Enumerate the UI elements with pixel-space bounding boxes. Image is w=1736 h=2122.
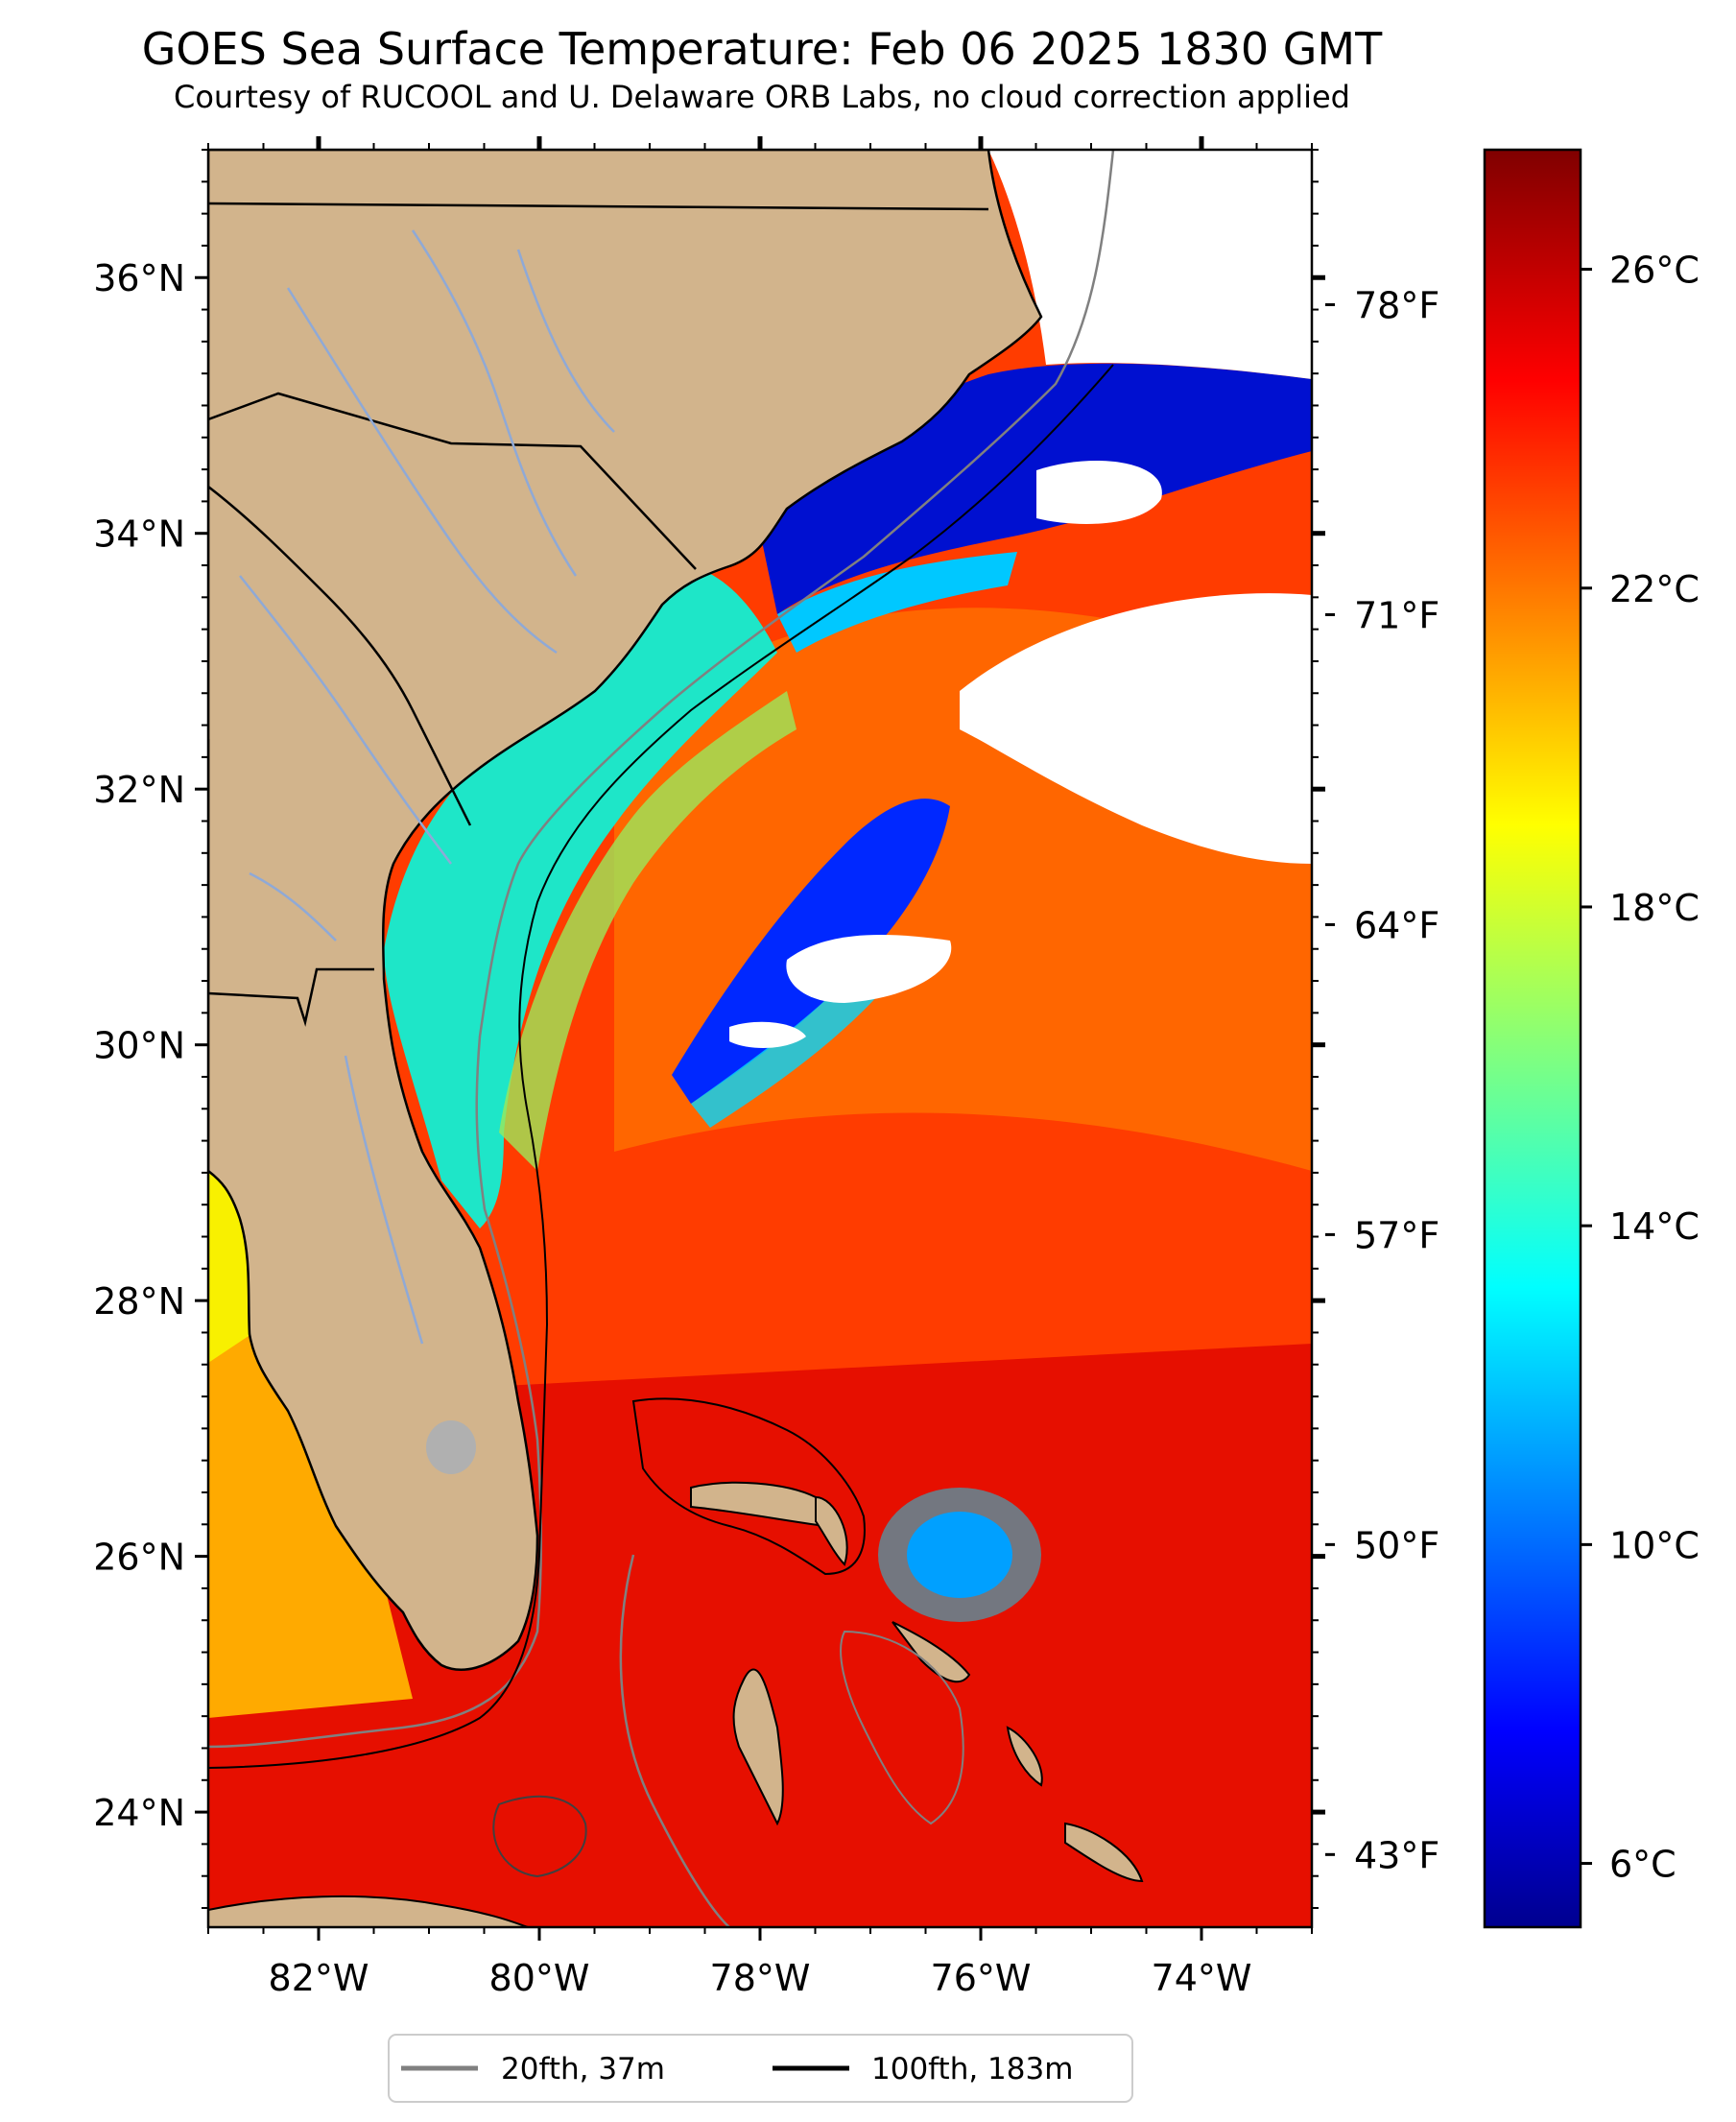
celsius-tick-label: 6°C (1609, 1844, 1677, 1886)
lat-tick-label: 24°N (93, 1792, 185, 1834)
lon-tick-label: 82°W (269, 1957, 369, 1999)
land-cuba (208, 1895, 529, 1927)
lon-tick-label: 74°W (1152, 1957, 1252, 1999)
state-border-va-nc (208, 202, 989, 211)
map-panel (208, 150, 1312, 1927)
rivers (239, 229, 615, 1345)
lon-tick-label: 80°W (489, 1957, 590, 1999)
legend-box (388, 2034, 1133, 2103)
state-border-sc-ga (208, 486, 472, 826)
celsius-tick-label: 22°C (1609, 568, 1700, 610)
lat-tick-label: 30°N (93, 1025, 185, 1067)
lon-tick-label: 78°W (710, 1957, 811, 1999)
isobath-cay-sal (492, 1795, 587, 1878)
lat-tick-label: 32°N (93, 769, 185, 811)
lake-okeechobee (426, 1420, 476, 1474)
isobath-100fth (208, 364, 1114, 1769)
fahrenheit-tick-label: 71°F (1354, 594, 1439, 636)
colorbar-axis: 6°C 10°C 14°C 18°C 22°C 26°C (1581, 250, 1700, 1886)
isobath-bahamas-south (619, 1554, 730, 1927)
fahrenheit-tick-label: 57°F (1354, 1214, 1439, 1256)
bahamas-cool-ring (878, 1488, 1041, 1622)
state-border-nc-sc (208, 392, 697, 570)
lat-tick-label: 34°N (93, 513, 185, 556)
chart-title: GOES Sea Surface Temperature: Feb 06 202… (142, 23, 1383, 75)
legend: 20fth, 37m 100fth, 183m (388, 2034, 1133, 2103)
celsius-tick-label: 10°C (1609, 1524, 1700, 1566)
cold-water-north-cyan (777, 552, 1017, 653)
lon-tick-label: 76°W (931, 1957, 1032, 1999)
celsius-tick-label: 26°C (1609, 250, 1700, 292)
cloud-east (960, 593, 1312, 864)
isobath-bahamas-north (631, 1397, 866, 1576)
longitude-axis: 82°W 80°W 78°W 76°W 74°W (207, 136, 1313, 1999)
lat-tick-label: 36°N (93, 257, 185, 299)
celsius-tick-label: 14°C (1609, 1205, 1700, 1248)
fahrenheit-axis: 43°F 50°F 57°F 64°F 71°F 78°F (1325, 284, 1439, 1876)
cloud-north-coast (988, 150, 1312, 379)
land-us (208, 150, 1043, 1671)
shelf-cool-band (384, 566, 777, 1228)
fahrenheit-tick-label: 78°F (1354, 284, 1439, 326)
cloud-north-east (1036, 461, 1162, 524)
legend-label-100fth: 100fth, 183m (871, 2052, 1073, 2086)
fahrenheit-tick-label: 43°F (1354, 1834, 1439, 1876)
legend-label-20fth: 20fth, 37m (501, 2052, 665, 2086)
celsius-tick-label: 18°C (1609, 887, 1700, 929)
isobath-20fth (208, 150, 1115, 1749)
fahrenheit-tick-label: 50°F (1354, 1524, 1439, 1566)
colorbar (1483, 148, 1582, 1929)
isobath-great-bahama (840, 1630, 964, 1825)
latitude-axis: 24°N 26°N 28°N 30°N 32°N 34°N 36°N (93, 149, 1325, 1910)
cloud-filament (786, 935, 952, 1003)
land-bahamas (690, 1481, 1144, 1883)
fahrenheit-tick-label: 64°F (1354, 904, 1439, 946)
cloud-filament-2 (729, 1021, 806, 1048)
chart-subtitle: Courtesy of RUCOOL and U. Delaware ORB L… (174, 79, 1350, 115)
lat-tick-label: 26°N (93, 1537, 185, 1579)
state-border-ga-fl (208, 967, 374, 1027)
lat-tick-label: 28°N (93, 1280, 185, 1323)
